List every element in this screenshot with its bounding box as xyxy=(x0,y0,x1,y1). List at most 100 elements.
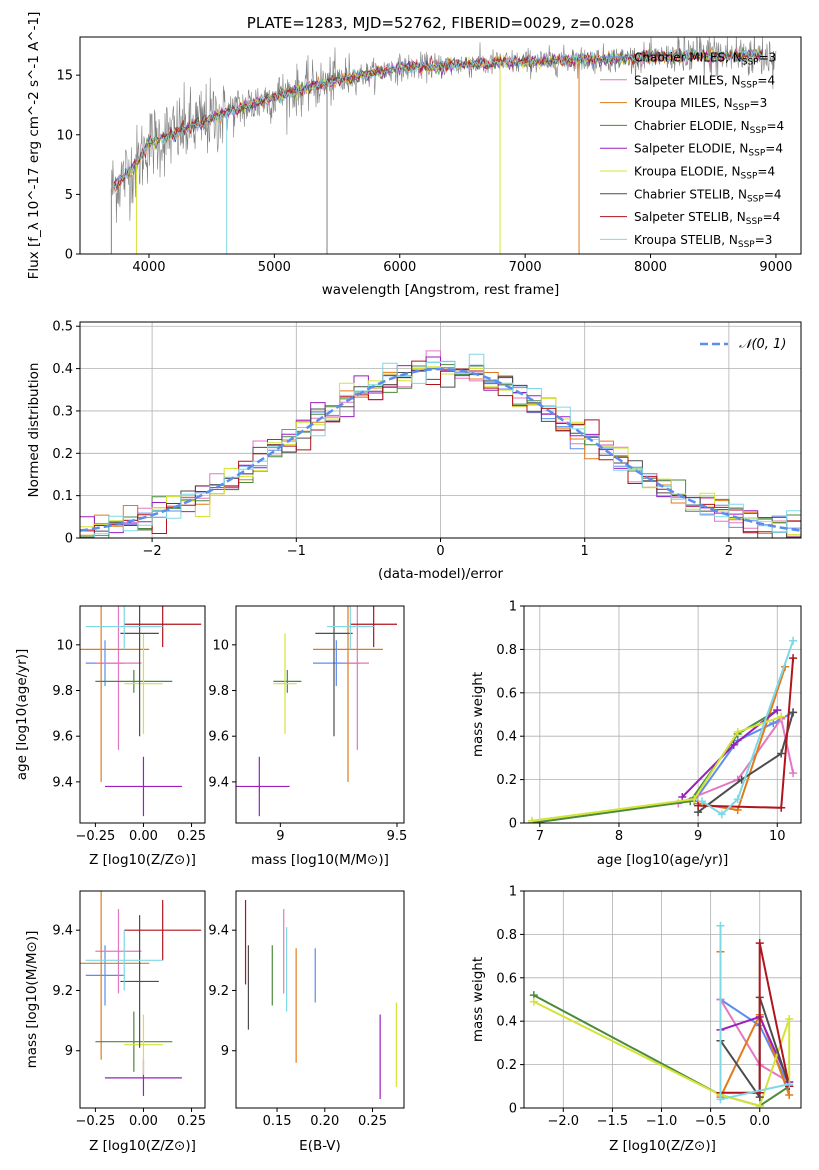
legend-entry: Kroupa MILES, NSSP=3 xyxy=(634,96,767,113)
y-tick-label: 9.6 xyxy=(208,730,229,745)
y-tick-label: 0.1 xyxy=(52,489,73,504)
mass-weight-point xyxy=(789,708,798,717)
mass-weight-point xyxy=(678,792,687,801)
x-axis-label: Z [log10(Z/Z⊙)] xyxy=(609,1138,716,1154)
plot-area xyxy=(244,900,397,1099)
y-tick-label: 1 xyxy=(509,600,517,615)
mass-weight-point xyxy=(733,727,742,736)
y-tick-label: 0.2 xyxy=(496,773,517,788)
x-tick-label: 7 xyxy=(536,829,544,844)
y-tick-label: 10 xyxy=(56,638,73,653)
x-tick-label: −0.25 xyxy=(75,829,115,844)
x-axis-label: E(B-V) xyxy=(299,1138,341,1154)
x-tick-label: −2.0 xyxy=(548,1114,580,1129)
legend-entry: Salpeter ELODIE, NSSP=4 xyxy=(634,142,783,159)
y-tick-label: 0.2 xyxy=(52,447,73,462)
model-spectrum-line xyxy=(113,49,763,188)
x-axis-label: wavelength [Angstrom, rest frame] xyxy=(322,282,560,298)
x-tick-label: 0.25 xyxy=(177,1114,206,1129)
mass-weight-point xyxy=(690,795,699,804)
residual-histogram xyxy=(80,366,801,538)
y-tick-label: 0 xyxy=(65,532,73,547)
mass-weight-point xyxy=(777,803,786,812)
legend-entry: Salpeter MILES, NSSP=4 xyxy=(634,73,775,90)
x-tick-label: 0.15 xyxy=(263,1114,292,1129)
x-tick-label: 0.00 xyxy=(129,1114,158,1129)
mass-weight-point xyxy=(755,1101,764,1108)
x-axis-label: mass [log10(M/M⊙)] xyxy=(251,852,389,868)
axes-frame xyxy=(79,890,206,1109)
x-tick-label: 9 xyxy=(694,829,702,844)
mass-weight-point xyxy=(785,1090,794,1099)
spectrum-panel: 4000 5000 6000 7000 8000 9000 0 5 10 15 wavelength… xyxy=(26,12,802,298)
x-axis-label: (data-model)/error xyxy=(378,566,504,582)
y-tick-label: 0.4 xyxy=(496,1015,517,1030)
mass-weight-point xyxy=(527,816,536,823)
model-spectrum-line xyxy=(113,48,763,189)
axes-frame xyxy=(523,605,802,824)
x-tick-label: 5000 xyxy=(258,260,291,275)
legend-entry: Chabrier MILES, NSSP=3 xyxy=(634,51,776,68)
x-tick-label: 8000 xyxy=(634,260,667,275)
axes-frame xyxy=(235,890,405,1109)
plot-area xyxy=(236,606,397,817)
y-tick-label: 9.8 xyxy=(52,684,73,699)
residual-histogram xyxy=(80,360,801,538)
x-tick-label: 0.25 xyxy=(177,829,206,844)
mass-weight-point xyxy=(789,769,798,778)
mass-weight-point xyxy=(698,797,707,806)
x-axis-label: Z [log10(Z/Z⊙)] xyxy=(89,852,196,868)
x-axis-label: age [log10(age/yr)] xyxy=(597,852,729,868)
legend-entry: Kroupa STELIB, NSSP=3 xyxy=(634,233,772,250)
y-tick-label: 5 xyxy=(65,188,73,203)
mass-weight-point xyxy=(694,801,703,810)
y-tick-label: 0.8 xyxy=(496,643,517,658)
mass-weight-point xyxy=(717,810,726,819)
x-tick-label: 1 xyxy=(581,544,589,559)
mass-weight-point xyxy=(777,749,786,758)
mass-weight-point xyxy=(733,795,742,804)
y-tick-label: 0.5 xyxy=(52,320,73,335)
age_vs_Z-panel: −0.25 0.00 0.25 9.4 9.6 9.8 10 Z [log10(Z/Z⊙)] a… xyxy=(14,605,206,868)
y-tick-label: 0.8 xyxy=(496,928,517,943)
y-tick-label: 9.2 xyxy=(208,984,229,999)
mass-weight-point xyxy=(789,636,798,645)
y-tick-label: 9.4 xyxy=(52,775,73,790)
y-axis-label: Normed distribution xyxy=(26,363,42,498)
spectrum-legend: Chabrier MILES, NSSP=3 Salpeter MILES, NS… xyxy=(600,51,784,250)
y-tick-label: 9 xyxy=(221,1044,229,1059)
y-tick-label: 0.3 xyxy=(52,404,73,419)
plot-area xyxy=(527,636,798,823)
y-axis-label: mass weight xyxy=(470,672,486,757)
mass-weight-line xyxy=(720,942,791,1094)
y-tick-label: 15 xyxy=(56,69,73,84)
x-tick-label: −0.5 xyxy=(695,1114,727,1129)
x-tick-label: −1.0 xyxy=(646,1114,678,1129)
mass-weight-point xyxy=(773,706,782,715)
x-tick-label: 8 xyxy=(615,829,623,844)
axes-frame xyxy=(523,890,802,1109)
x-axis-label: Z [log10(Z/Z⊙)] xyxy=(89,1138,196,1154)
age_vs_mass-panel: 9 9.5 9.4 9.6 9.8 10 mass [log10(M/M⊙)] xyxy=(208,605,407,868)
plot-area xyxy=(80,891,202,1096)
mass-weight-point xyxy=(716,921,725,930)
axes-frame xyxy=(235,605,405,824)
legend-entry: Chabrier STELIB, NSSP=4 xyxy=(634,187,782,204)
x-tick-label: 2 xyxy=(725,544,733,559)
mass-weight-point xyxy=(785,1080,794,1089)
x-tick-label: 0.20 xyxy=(310,1114,339,1129)
mass-weight-line xyxy=(531,715,782,822)
y-tick-label: 0.4 xyxy=(496,730,517,745)
plot-area xyxy=(529,921,794,1108)
x-tick-label: −2 xyxy=(143,544,162,559)
legend-entry: Salpeter STELIB, NSSP=4 xyxy=(634,210,780,227)
mass-weight-point xyxy=(789,654,798,663)
axes-frame xyxy=(79,36,802,255)
x-tick-label: 4000 xyxy=(132,260,165,275)
y-tick-label: 9.4 xyxy=(208,775,229,790)
y-tick-label: 9.6 xyxy=(52,730,73,745)
y-axis-label: Flux [f_λ 10^-17 erg cm^-2 s^-1 A^-1] xyxy=(26,12,42,280)
x-tick-label: 6000 xyxy=(383,260,416,275)
y-tick-label: 0.4 xyxy=(52,362,73,377)
